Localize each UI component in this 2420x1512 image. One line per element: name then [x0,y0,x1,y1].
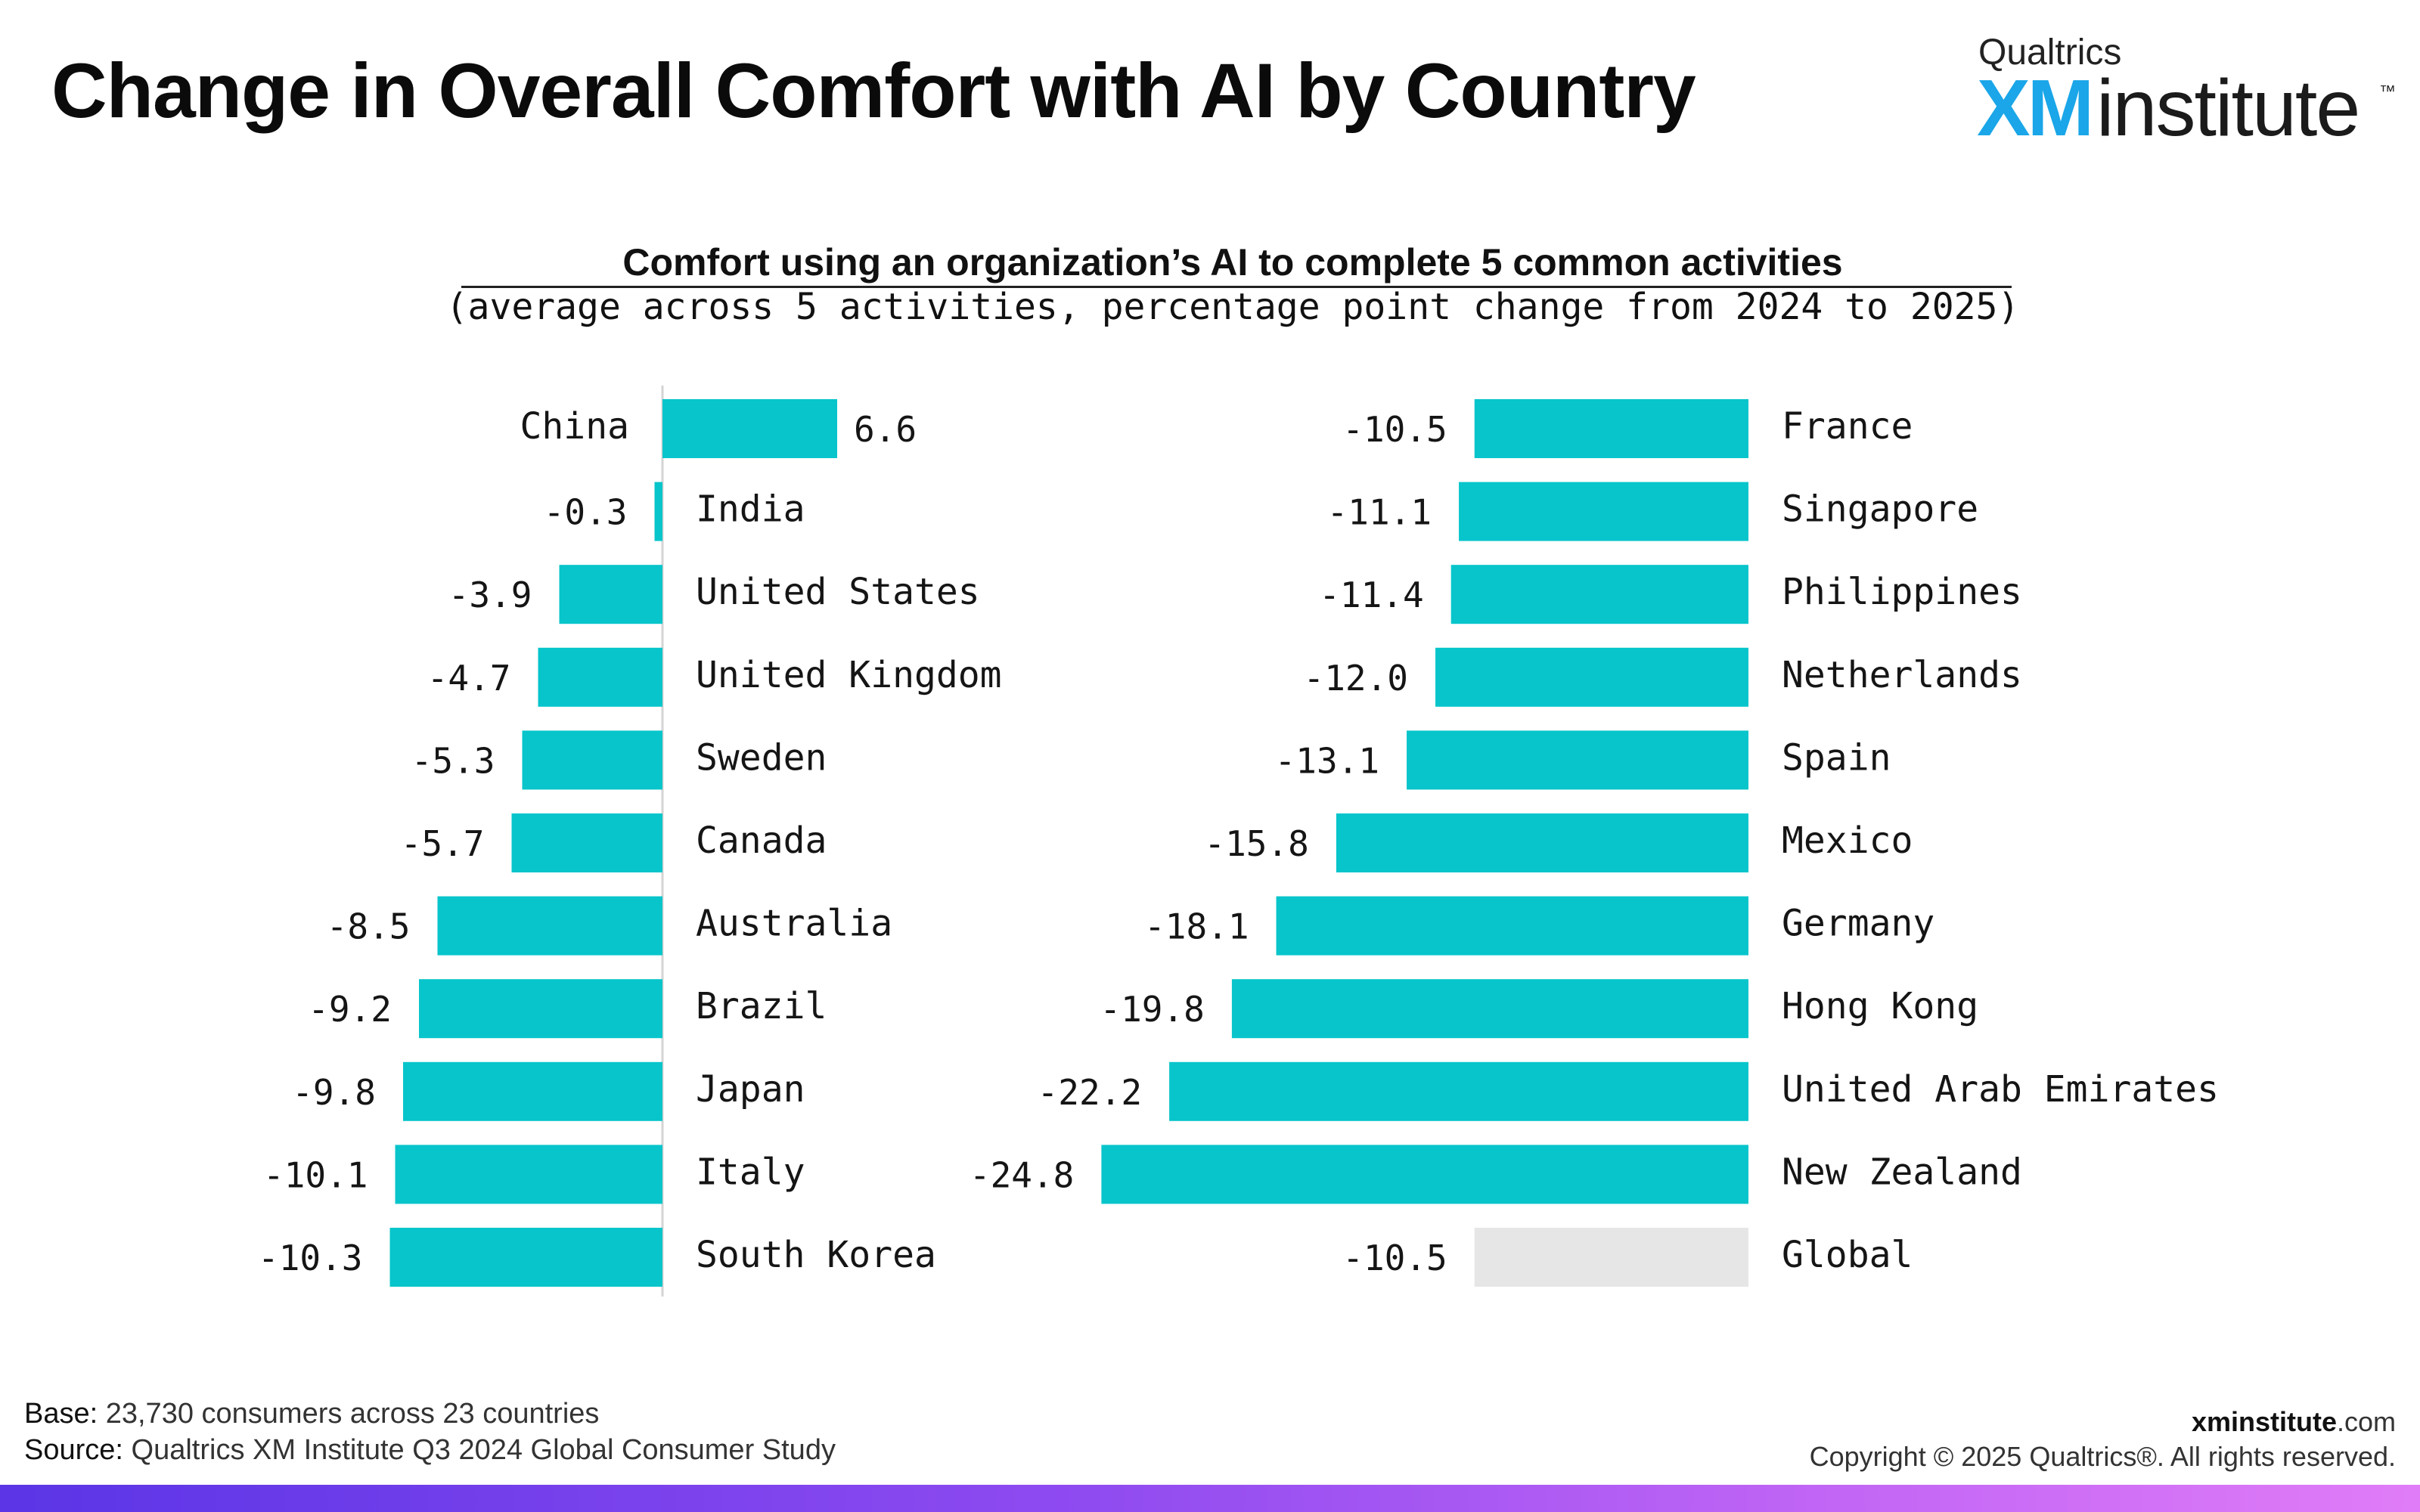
left-bar-7 [419,979,662,1039]
logo-xm-text: XM [1977,64,2094,153]
right-value-label-4: -13.1 [1275,740,1379,781]
left-bar-5 [511,813,662,872]
logo-trademark: ™ [2379,82,2396,101]
right-value-label-10: -10.5 [1342,1238,1447,1278]
right-bar-2 [1450,565,1748,624]
left-category-label-5: Canada [696,820,827,862]
right-value-label-2: -11.4 [1319,575,1423,615]
right-value-label-5: -15.8 [1204,823,1308,864]
logo-qualtrics-text: Qualtrics [1978,33,2122,73]
left-category-label-4: Sweden [696,736,827,779]
base-label: Base: [24,1398,98,1430]
base-text: 23,730 consumers across 23 countries [98,1398,600,1430]
left-bar-9 [395,1145,662,1204]
right-value-label-9: -24.8 [970,1154,1074,1195]
left-value-label-5: -5.7 [401,823,485,864]
chart-heading-rule [461,286,2012,288]
right-bar-0 [1474,399,1748,458]
left-category-label-6: Australia [696,903,892,945]
left-value-label-0: 6.6 [854,409,917,450]
left-value-label-2: -3.9 [448,575,532,615]
right-category-label-6: Germany [1782,903,1934,945]
left-category-label-0: China [520,405,630,448]
bar-chart: 6.6 China -0.3 India -3.9 United States -4.7 Un… [258,386,2219,1297]
right-bar-9 [1101,1145,1748,1204]
chart-subheading: (average across 5 activities, percentage… [445,286,2020,328]
right-value-label-3: -12.0 [1304,658,1408,699]
right-category-label-9: New Zealand [1782,1151,2022,1193]
right-category-label-0: France [1782,405,1913,448]
left-bar-3 [538,647,662,707]
left-category-label-3: United Kingdom [696,654,1002,696]
right-bar-8 [1169,1061,1748,1121]
footer-notes: Base: 23,730 consumers across 23 countri… [24,1396,836,1468]
right-value-label-8: -22.2 [1038,1072,1142,1113]
footer-right: xminstitute.com Copyright © 2025 Qualtri… [1810,1405,2396,1474]
chart-heading: Comfort using an organization’s AI to co… [622,241,1843,284]
right-category-label-3: Netherlands [1782,654,2022,696]
source-text: Qualtrics XM Institute Q3 2024 Global Co… [123,1434,836,1466]
left-value-label-10: -10.3 [258,1238,362,1278]
xm-institute-logo: Qualtrics XM institute ™ [1977,32,2400,153]
left-category-label-2: United States [696,571,980,613]
left-value-label-7: -9.2 [308,989,392,1030]
page-title: Change in Overall Comfort with AI by Cou… [51,48,1696,134]
left-bar-10 [389,1228,662,1287]
website-suffix: .com [2336,1406,2396,1437]
left-value-label-9: -10.1 [263,1154,368,1195]
left-bar-6 [437,896,662,956]
left-bar-4 [522,730,662,790]
right-category-label-2: Philippines [1782,571,2022,613]
left-value-label-8: -9.8 [292,1072,376,1113]
right-category-label-5: Mexico [1782,820,1913,862]
right-bar-10 [1474,1228,1748,1287]
left-category-label-9: Italy [696,1151,805,1193]
left-value-label-1: -0.3 [544,492,628,533]
left-bar-8 [403,1061,662,1121]
left-value-label-3: -4.7 [427,658,511,699]
copyright-text: Copyright © 2025 Qualtrics®. All rights … [1809,1441,2396,1472]
left-bar-0 [662,399,837,458]
right-category-label-8: United Arab Emirates [1782,1068,2219,1111]
right-value-label-6: -18.1 [1144,906,1249,947]
left-bar-panel: 6.6 China -0.3 India -3.9 United States -4.7 Un… [258,386,1002,1297]
left-bar-1 [654,482,662,541]
left-category-label-7: Brazil [696,985,827,1027]
left-category-label-1: India [696,488,805,531]
right-bar-5 [1336,813,1748,872]
right-bar-6 [1276,896,1748,956]
right-bar-4 [1407,730,1748,790]
right-category-label-7: Hong Kong [1782,985,1978,1027]
right-bar-3 [1435,647,1748,707]
website-link[interactable]: xminstitute.com [1810,1405,2396,1439]
website-bold: xminstitute [2191,1406,2337,1437]
logo-institute-text: institute [2096,64,2360,153]
right-bar-7 [1231,979,1748,1039]
right-category-label-10: Global [1782,1234,1913,1276]
right-category-label-1: Singapore [1782,488,1978,531]
footer-gradient-bar [0,1485,2420,1512]
left-category-label-8: Japan [696,1068,805,1111]
right-bar-panel: -10.5 France -11.1 Singapore -11.4 Philippine… [970,399,2219,1287]
left-bar-2 [559,565,662,624]
left-category-label-10: South Korea [696,1234,936,1276]
left-value-label-6: -8.5 [327,906,411,947]
right-category-label-4: Spain [1782,736,1891,779]
base-note: Base: 23,730 consumers across 23 countri… [24,1396,836,1432]
right-value-label-0: -10.5 [1342,409,1447,450]
left-value-label-4: -5.3 [411,740,495,781]
source-note: Source: Qualtrics XM Institute Q3 2024 G… [24,1432,836,1468]
right-value-label-7: -19.8 [1100,989,1204,1030]
right-bar-1 [1459,482,1748,541]
source-label: Source: [24,1434,123,1466]
right-value-label-1: -11.1 [1327,492,1432,533]
